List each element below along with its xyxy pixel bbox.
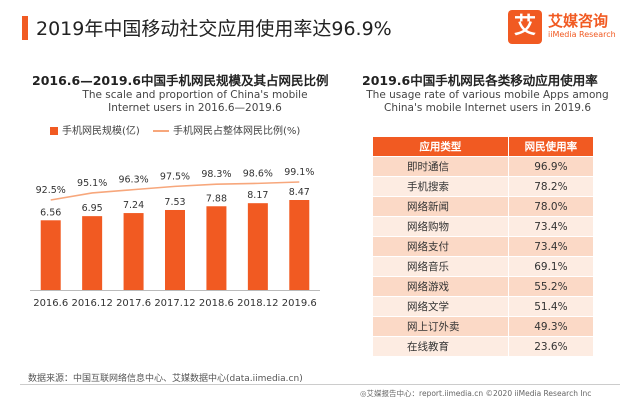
page-title: 2019年中国移动社交应用使用率达96.9%: [36, 18, 392, 40]
usage-rate-cell: 69.1%: [507, 256, 595, 277]
x-tick-label: 2016.12: [71, 298, 112, 309]
brand-logo: 艾 艾媒咨询 iiMedia Research: [508, 8, 628, 48]
x-tick-label: 2018.12: [237, 298, 278, 309]
table-row: 网络购物 73.4%: [372, 216, 595, 237]
legend-label-bar: 手机网民规模(亿): [62, 126, 140, 137]
app-type-cell: 网络新闻: [372, 196, 509, 217]
x-tick-label: 2018.6: [199, 298, 234, 309]
bar: [165, 209, 185, 290]
logo-name-en: iiMedia Research: [548, 30, 616, 39]
line-value-label: 99.1%: [284, 167, 314, 178]
app-type-cell: 网络音乐: [372, 256, 509, 277]
line-value-label: 98.6%: [243, 168, 273, 179]
bar: [82, 216, 103, 290]
app-type-cell: 手机搜索: [372, 176, 509, 197]
footer-copyright: ◎艾媒报告中心：report.iimedia.cn ©2020 iiMedia …: [360, 389, 592, 398]
usage-rate-cell: 49.3%: [507, 316, 595, 337]
app-type-cell: 网络购物: [372, 216, 509, 237]
bar-value-label: 6.56: [40, 207, 61, 218]
bar-value-label: 7.24: [123, 200, 144, 211]
line-value-label: 96.3%: [118, 175, 148, 186]
table-row: 网络新闻 78.0%: [372, 196, 595, 217]
app-type-cell: 网上订外卖: [372, 316, 509, 337]
line-value-label: 97.5%: [160, 171, 190, 182]
usage-rate-cell: 78.2%: [507, 176, 595, 197]
table-row: 网上订外卖 49.3%: [372, 316, 595, 337]
line-value-label: 92.5%: [36, 185, 66, 196]
table-row: 手机搜索 78.2%: [372, 176, 595, 197]
table-row: 即时通信 96.9%: [372, 156, 595, 177]
combo-chart: 6.56 2016.6 6.95 2016.12 7.24 2017.6 7.53 2017.…: [30, 167, 320, 309]
left-chart-title: 2016.6—2019.6中国手机网民规模及其占网民比例: [32, 73, 329, 88]
bar: [247, 203, 268, 290]
app-usage-table: 应用类型 网民使用率 即时通信 96.9% 手机搜索 78.2% 网络新闻 78.0% 网络…: [372, 136, 595, 357]
line-value-label: 98.3%: [201, 169, 231, 180]
bar: [206, 206, 227, 290]
bar-value-label: 8.47: [289, 187, 310, 198]
column-header-usage-rate: 网民使用率: [507, 136, 595, 157]
bar-value-label: 7.53: [164, 197, 185, 208]
data-source: 数据来源：中国互联网络信息中心、艾媒数据中心(data.iimedia.cn): [28, 374, 303, 384]
app-type-cell: 网络游戏: [372, 276, 509, 297]
legend-label-line: 手机网民占整体网民比例(%): [173, 126, 301, 137]
usage-rate-cell: 73.4%: [507, 216, 595, 237]
right-table-subtitle: The usage rate of various mobile Apps am…: [366, 89, 609, 114]
legend-item-bar: 手机网民规模(亿): [50, 122, 140, 137]
logo-mark: 艾: [508, 10, 542, 44]
column-header-app-type: 应用类型: [372, 136, 509, 157]
table-row: 网络文学 51.4%: [372, 296, 595, 317]
app-type-cell: 网络支付: [372, 236, 509, 257]
bar-value-label: 8.17: [247, 190, 268, 201]
x-tick-label: 2016.6: [33, 298, 68, 309]
usage-rate-cell: 96.9%: [507, 156, 595, 177]
table-row: 在线教育 23.6%: [372, 336, 595, 357]
left-chart-subtitle: The scale and proportion of China's mobi…: [82, 89, 308, 114]
legend-item-line: 手机网民占整体网民比例(%): [153, 122, 300, 137]
chart-legend: 手机网民规模(亿) 手机网民占整体网民比例(%): [50, 122, 310, 137]
usage-rate-cell: 73.4%: [507, 236, 595, 257]
bar: [289, 200, 310, 290]
bar-value-label: 6.95: [82, 203, 103, 214]
line-value-label: 95.1%: [77, 178, 107, 189]
right-table-title: 2019.6中国手机网民各类移动应用使用率: [362, 73, 598, 88]
footer-divider: [20, 384, 620, 385]
table-row: 网络音乐 69.1%: [372, 256, 595, 277]
title-accent-bar: [22, 16, 28, 40]
usage-rate-cell: 55.2%: [507, 276, 595, 297]
table-header-row: 应用类型 网民使用率: [372, 136, 595, 157]
usage-rate-cell: 23.6%: [507, 336, 595, 357]
bar: [40, 220, 61, 290]
app-type-cell: 在线教育: [372, 336, 509, 357]
legend-swatch-bar: [50, 127, 58, 135]
usage-rate-cell: 51.4%: [507, 296, 595, 317]
app-type-cell: 即时通信: [372, 156, 509, 177]
x-tick-label: 2017.12: [154, 298, 195, 309]
table-row: 网络游戏 55.2%: [372, 276, 595, 297]
table-row: 网络支付 73.4%: [372, 236, 595, 257]
series-line: [50, 181, 300, 201]
logo-name-cn: 艾媒咨询: [548, 12, 609, 30]
usage-rate-cell: 78.0%: [507, 196, 595, 217]
bar: [123, 213, 144, 290]
x-tick-label: 2019.6: [282, 298, 317, 309]
legend-swatch-line: [153, 130, 169, 132]
bar-value-label: 7.88: [206, 193, 227, 204]
x-tick-label: 2017.6: [116, 298, 151, 309]
app-type-cell: 网络文学: [372, 296, 509, 317]
